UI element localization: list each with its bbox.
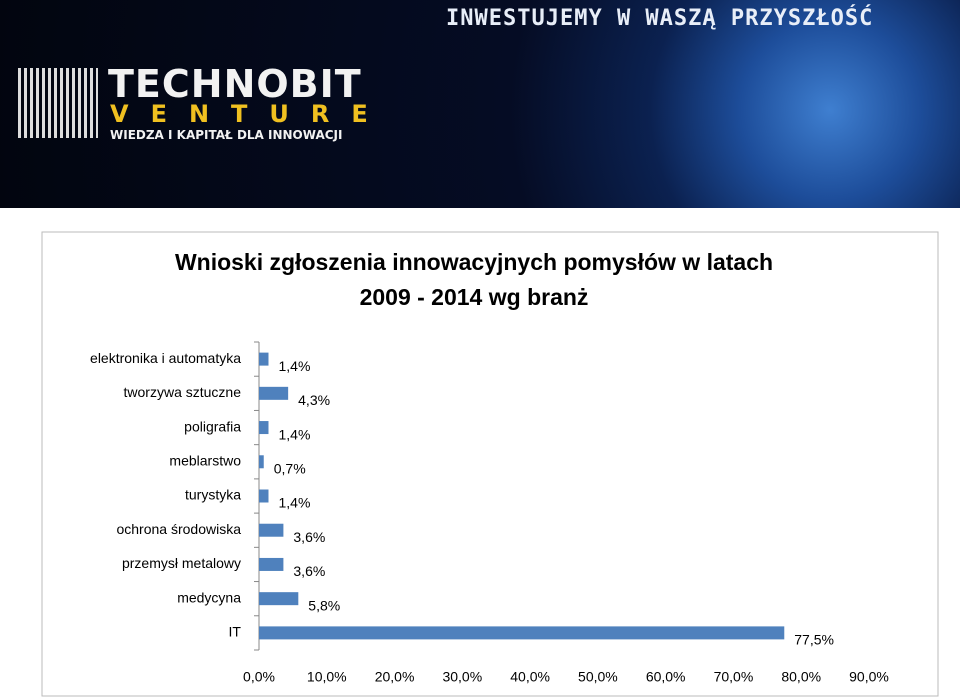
value-label: 5,8% [308, 597, 340, 613]
tagline: WIEDZA I KAPITAŁ DLA INNOWACJI [110, 128, 343, 142]
value-label: 77,5% [794, 632, 834, 648]
y-tick-label: tworzywa sztuczne [124, 384, 242, 400]
value-label: 4,3% [298, 392, 330, 408]
y-tick-label: poligrafia [184, 418, 241, 434]
chart-title: 2009 - 2014 wg branż [360, 284, 589, 310]
x-tick-label: 90,0% [849, 669, 889, 685]
y-tick-label: ochrona środowiska [116, 521, 241, 537]
logo-sub: VENTURE [110, 100, 390, 128]
logo: TECHNOBIT [108, 62, 362, 106]
y-tick-label: IT [229, 624, 242, 640]
value-label: 1,4% [278, 358, 310, 374]
y-tick-label: elektronika i automatyka [90, 350, 241, 366]
y-tick-label: turystyka [185, 487, 241, 503]
banner: INWESTUJEMY W WASZĄ PRZYSZŁOŚĆ TECHNOBIT… [0, 0, 960, 208]
bar [259, 626, 785, 640]
x-tick-label: 70,0% [714, 669, 754, 685]
value-label: 1,4% [278, 426, 310, 442]
y-tick-label: meblarstwo [169, 452, 241, 468]
x-tick-label: 30,0% [442, 669, 482, 685]
bar [259, 352, 269, 366]
x-tick-label: 80,0% [781, 669, 821, 685]
y-tick-label: przemysł metalowy [122, 555, 241, 571]
value-label: 0,7% [274, 460, 306, 476]
value-label: 3,6% [293, 529, 325, 545]
bar [259, 557, 284, 571]
logo-mark [18, 68, 98, 138]
chart-frame [41, 231, 939, 697]
x-tick-label: 50,0% [578, 669, 618, 685]
x-tick-label: 40,0% [510, 669, 550, 685]
bar [259, 489, 269, 503]
chart-title: Wnioski zgłoszenia innowacyjnych pomysłó… [175, 249, 773, 275]
bar [259, 523, 284, 537]
slogan: INWESTUJEMY W WASZĄ PRZYSZŁOŚĆ [446, 6, 874, 31]
x-tick-label: 60,0% [646, 669, 686, 685]
x-tick-label: 20,0% [375, 669, 415, 685]
bar [259, 592, 299, 606]
y-tick-label: medycyna [177, 589, 241, 605]
bar [259, 386, 289, 400]
bar [259, 421, 269, 435]
bar [259, 455, 264, 469]
x-tick-label: 0,0% [243, 669, 275, 685]
value-label: 3,6% [293, 563, 325, 579]
value-label: 1,4% [278, 495, 310, 511]
x-tick-label: 10,0% [307, 669, 347, 685]
